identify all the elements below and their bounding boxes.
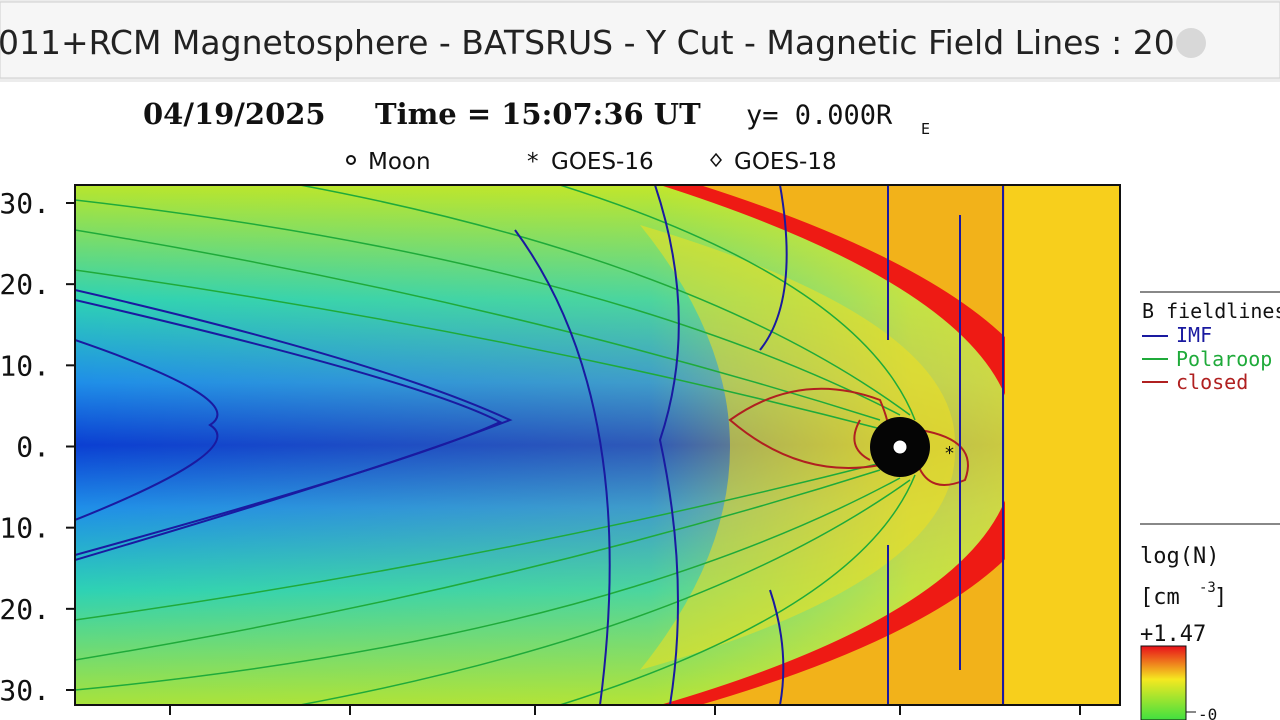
colorbar-min: -0 <box>1198 705 1217 720</box>
y-axis: 30. 20. 10. 0. 10. 20. 30. <box>0 187 75 707</box>
y-tick-label: 20. <box>0 593 50 626</box>
solar-wind-far <box>1005 185 1120 705</box>
colorbar-title: log(N) <box>1140 544 1219 569</box>
fieldlines-title: B fieldlines <box>1142 299 1280 323</box>
plot-date: 04/19/2025 <box>143 97 326 131</box>
colorbar-unit-end: ] <box>1214 585 1227 610</box>
colorbar-max: +1.47 <box>1140 622 1206 647</box>
close-button[interactable] <box>1176 28 1206 58</box>
header-box <box>0 1 1280 79</box>
open-field-lines <box>75 185 916 705</box>
marker-label: GOES-18 <box>734 149 837 175</box>
goes16-symbol: * <box>527 149 539 175</box>
density-map: * <box>75 185 1120 705</box>
plot-frame <box>74 184 1121 706</box>
x-ticks <box>169 705 1081 715</box>
goes-marker: * <box>945 443 954 464</box>
marker-label: GOES-16 <box>551 149 654 175</box>
imf-field-lines <box>75 185 1004 705</box>
plot-time: Time = 15:07:36 UT <box>375 97 701 131</box>
y-tick-label: 30. <box>0 187 50 220</box>
plot-position: y= 0.000R <box>746 100 893 131</box>
fieldlines-item: IMF <box>1176 323 1212 347</box>
moon-symbol <box>346 155 356 165</box>
header-title: 011+RCM Magnetosphere - BATSRUS - Y Cut … <box>0 23 1175 62</box>
colorbar-unit-sup: -3 <box>1199 580 1216 596</box>
earth-center <box>892 439 908 455</box>
y-tick-label: 0. <box>16 431 50 464</box>
goes18-symbol <box>710 152 722 168</box>
colorbar <box>1140 645 1187 720</box>
y-tick-label: 20. <box>0 268 50 301</box>
y-tick-label: 10. <box>0 512 50 545</box>
marker-label: Moon <box>368 149 431 175</box>
plot-position-sub: E <box>921 120 930 138</box>
y-tick-label: 10. <box>0 349 50 382</box>
y-tick-label: 30. <box>0 674 50 707</box>
fieldlines-item: closed <box>1176 370 1248 394</box>
colorbar-unit: [cm <box>1140 585 1180 610</box>
fieldlines-item: Polaroop <box>1176 347 1272 371</box>
